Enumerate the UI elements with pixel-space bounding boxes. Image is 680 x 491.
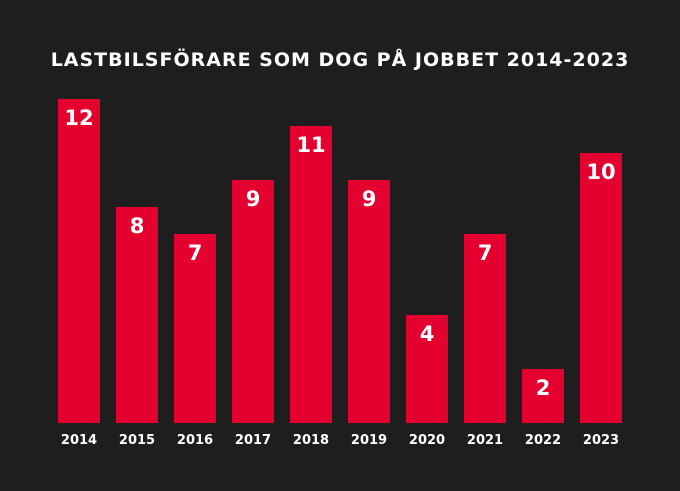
bar-2017 [232,180,274,423]
x-tick-label-2018: 2018 [293,433,329,448]
data-label-2018: 11 [296,133,325,157]
bar-2023 [580,153,622,423]
x-tick-label-2014: 2014 [61,433,97,448]
bar-2019 [348,180,390,423]
x-tick-label-2019: 2019 [351,433,387,448]
data-label-2015: 8 [130,214,145,238]
data-label-2017: 9 [246,187,261,211]
x-tick-label-2023: 2023 [583,433,619,448]
data-label-2014: 12 [64,106,93,130]
bar-2014 [58,99,100,423]
data-label-2020: 4 [420,322,435,346]
x-tick-label-2020: 2020 [409,433,445,448]
bar-2020 [406,315,448,423]
x-tick-label-2022: 2022 [525,433,561,448]
data-label-2021: 7 [478,241,493,265]
data-label-2016: 7 [188,241,203,265]
bar-2018 [290,126,332,423]
chart-title: LASTBILSFÖRARE SOM DOG PÅ JOBBET 2014-20… [51,47,630,71]
x-tick-label-2016: 2016 [177,433,213,448]
data-label-2023: 10 [586,160,615,184]
x-tick-label-2015: 2015 [119,433,155,448]
x-tick-label-2021: 2021 [467,433,503,448]
data-label-2022: 2 [536,376,551,400]
bars: 12 2014 8 2015 7 2016 9 2017 11 2018 9 2019 4 2020 7 20… [58,99,622,448]
bar-2016 [174,234,216,423]
bar-2015 [116,207,158,423]
bar-2021 [464,234,506,423]
bar-2022 [522,369,564,423]
x-tick-label-2017: 2017 [235,433,271,448]
data-label-2019: 9 [362,187,377,211]
